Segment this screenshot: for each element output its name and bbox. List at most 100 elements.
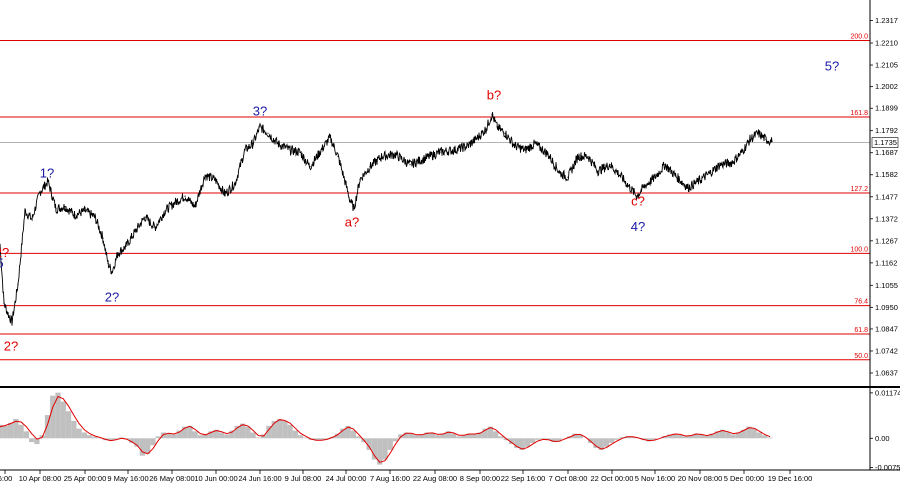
price-point — [267, 133, 268, 134]
fib-level-label: 100.0 — [850, 246, 868, 253]
fib-level-label: 50.0 — [854, 353, 868, 360]
fib-level-label: 127.2 — [850, 186, 868, 193]
price-point — [74, 214, 75, 215]
price-point — [771, 141, 772, 142]
price-point — [349, 200, 350, 201]
oscillator-bar — [767, 438, 772, 439]
price-point — [47, 181, 48, 182]
wave-label: 3? — [253, 103, 267, 118]
time-tick-label: 19 Dec 16:00 — [768, 474, 813, 483]
price-tick-label: 1.1899 — [875, 104, 898, 113]
time-tick-label: 25 Apr 00:00 — [64, 474, 107, 483]
price-tick-label: 1.1055 — [875, 281, 898, 290]
oscillator-bar — [293, 431, 298, 439]
price-point — [567, 177, 568, 178]
price-tick-label: 1.1162 — [875, 258, 897, 267]
price-point — [353, 208, 354, 209]
oscillator-bar — [224, 434, 229, 438]
oscillator-bar — [66, 411, 71, 438]
oscillator-bar — [251, 432, 256, 438]
price-point — [369, 166, 370, 167]
price-point — [654, 177, 655, 178]
time-tick-label: 6:00 — [0, 474, 12, 483]
price-point — [154, 227, 155, 228]
time-tick-label: 24 Jul 00:00 — [326, 474, 367, 483]
price-point — [64, 206, 65, 207]
oscillator-bar — [530, 438, 535, 443]
price-point — [244, 149, 245, 150]
price-tick-label: 1.1477 — [875, 192, 898, 201]
time-tick-label: 7 Aug 16:00 — [370, 474, 410, 483]
wave-label: a? — [345, 214, 359, 229]
oscillator-bar — [493, 431, 498, 438]
price-point — [409, 164, 410, 165]
oscillator-bar — [18, 425, 23, 439]
price-point — [184, 196, 185, 197]
price-point — [709, 172, 710, 173]
price-point — [94, 217, 95, 218]
oscillator-bar — [50, 396, 55, 439]
oscillator-bar — [24, 431, 29, 438]
price-point — [234, 183, 235, 184]
oscillator-bar — [87, 435, 92, 438]
oscillator-bar — [277, 419, 282, 438]
time-tick-label: 7 Oct 08:00 — [549, 474, 588, 483]
price-point — [277, 143, 278, 144]
oscillator-bar — [71, 421, 76, 438]
oscillator-bar — [351, 431, 356, 439]
oscillator-bar — [472, 434, 477, 438]
price-point — [204, 175, 205, 176]
oscillator-bar — [287, 425, 292, 439]
oscillator-bar — [456, 436, 461, 438]
price-point — [597, 170, 598, 171]
fib-level-label: 61.8 — [854, 327, 868, 334]
price-point — [337, 156, 338, 157]
price-point — [214, 179, 215, 180]
oscillator-bar — [535, 438, 540, 440]
wave-label: c? — [631, 194, 645, 209]
current-price-label: 1.1735 — [874, 138, 897, 147]
oscillator-bar — [256, 438, 261, 439]
price-point — [117, 252, 118, 253]
price-point — [697, 181, 698, 182]
price-tick-label: 1.2210 — [875, 39, 898, 48]
oscillator-bar — [150, 438, 155, 445]
time-tick-label: 22 Sep 16:00 — [501, 474, 546, 483]
fib-level-label: 200.0 — [850, 33, 868, 40]
oscillator-bar — [683, 436, 688, 438]
oscillator-bar — [588, 438, 593, 443]
time-tick-label: 5 Nov 16:00 — [635, 474, 675, 483]
oscillator-bar — [245, 427, 250, 439]
price-point — [424, 158, 425, 159]
time-tick-label: 22 Oct 00:00 — [591, 474, 634, 483]
price-point — [31, 219, 32, 220]
price-point — [559, 172, 560, 173]
oscillator-bar — [219, 432, 224, 438]
price-tick-label: 1.0637 — [875, 368, 898, 377]
price-point — [344, 181, 345, 182]
price-point — [164, 210, 165, 211]
fib-level-label: 161.8 — [850, 110, 868, 117]
price-tick-label: 1.0847 — [875, 324, 898, 333]
price-point — [619, 175, 620, 176]
time-tick-label: 22 Aug 08:00 — [413, 474, 457, 483]
price-point — [174, 202, 175, 203]
price-point — [741, 151, 742, 152]
oscillator-bar — [604, 438, 609, 447]
wave-label: 2? — [4, 338, 18, 353]
oscillator-bar — [730, 434, 735, 438]
time-tick-label: 8 Sep 00:00 — [460, 474, 500, 483]
price-point — [577, 156, 578, 157]
oscillator-bar — [61, 402, 66, 439]
oscillator-bar — [161, 432, 166, 438]
wave-label: 1? — [40, 165, 54, 180]
price-point — [17, 284, 18, 285]
price-point — [252, 143, 253, 144]
time-tick-label: 5 Dec 00:00 — [724, 474, 764, 483]
time-tick-label: 9 May 16:00 — [107, 474, 148, 483]
price-tick-label: 1.1372 — [875, 214, 898, 223]
price-point — [731, 162, 732, 163]
price-point — [587, 156, 588, 157]
